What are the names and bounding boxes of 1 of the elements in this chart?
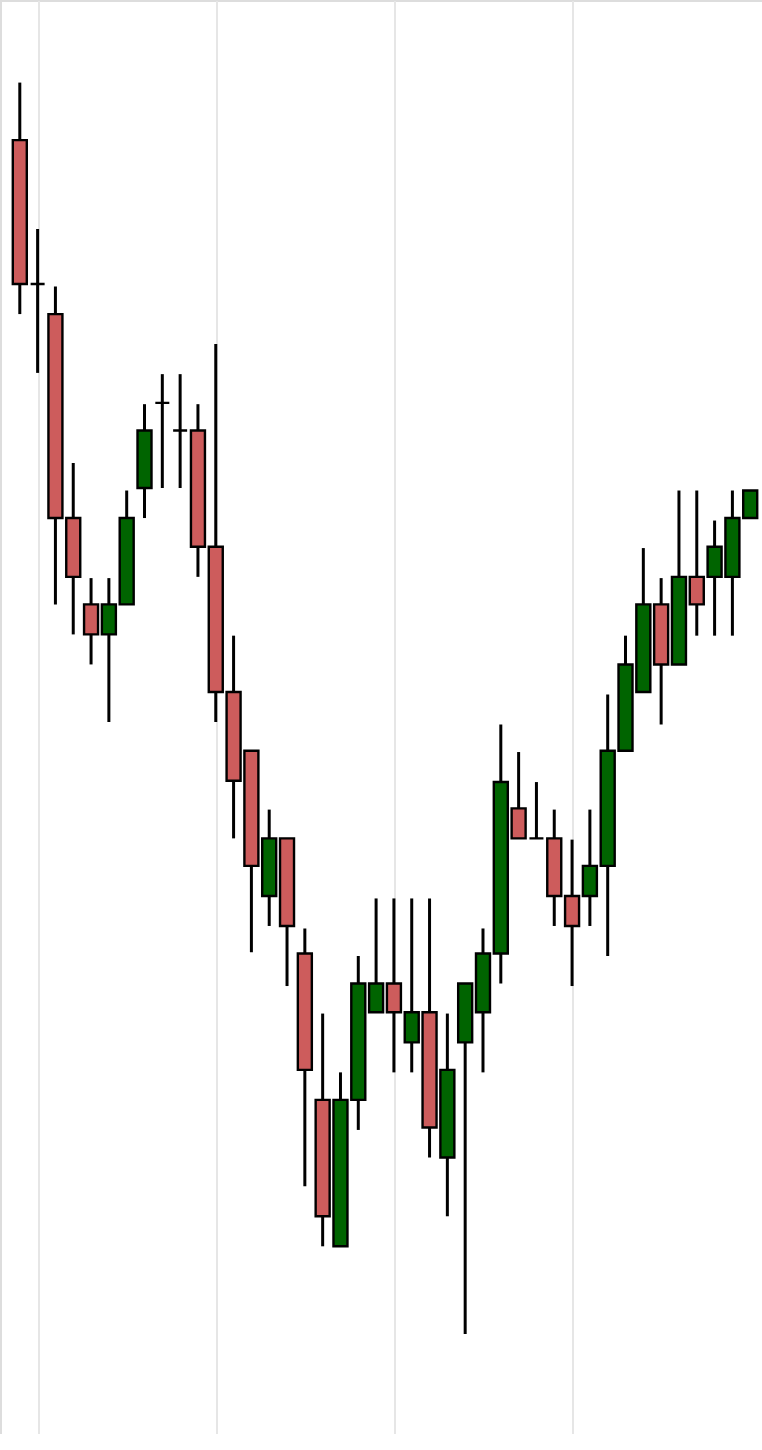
candlestick bbox=[154, 372, 171, 490]
